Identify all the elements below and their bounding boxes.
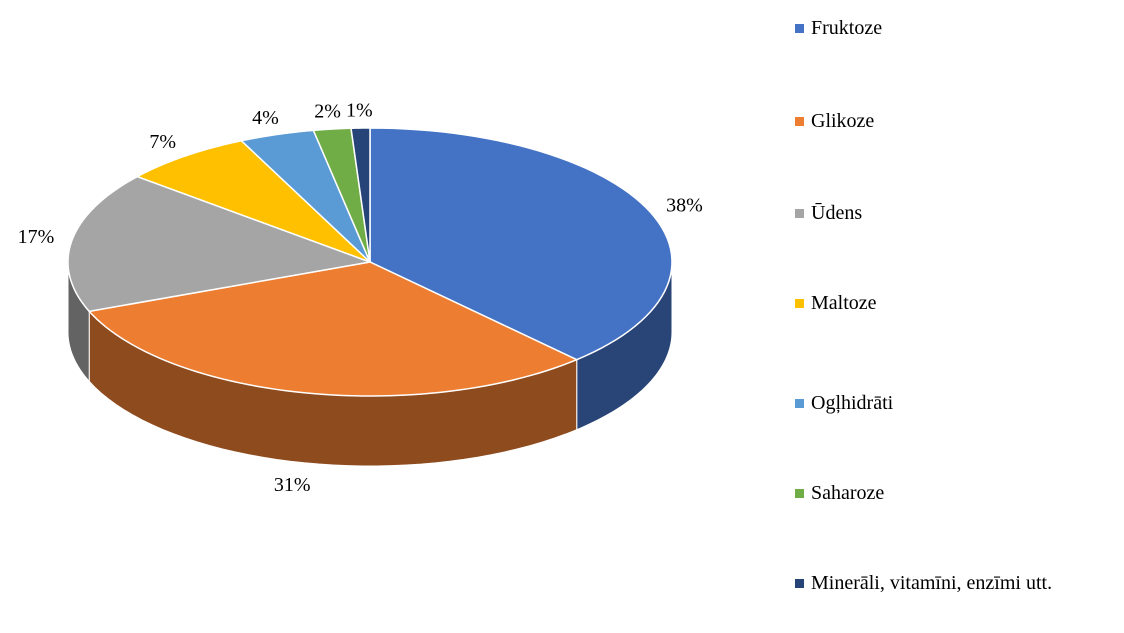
legend-item: Fruktoze bbox=[795, 16, 1116, 40]
legend-label: Ogļhidrāti bbox=[811, 392, 894, 414]
data-label: 1% bbox=[346, 100, 373, 122]
legend-label: Saharoze bbox=[811, 482, 885, 504]
slice bbox=[135, 139, 371, 263]
legend-swatch bbox=[795, 299, 804, 308]
data-label: 38% bbox=[666, 194, 703, 216]
legend-swatch bbox=[795, 579, 804, 588]
legend-item: Glikoze bbox=[795, 109, 1116, 133]
legend-label: Glikoze bbox=[811, 110, 875, 132]
slice bbox=[369, 127, 673, 361]
slice bbox=[239, 129, 371, 263]
legend-label: Ūdens bbox=[811, 202, 863, 224]
legend-swatch bbox=[795, 209, 804, 218]
legend-swatch bbox=[795, 489, 804, 498]
data-label: 17% bbox=[18, 226, 55, 248]
data-label: 7% bbox=[149, 131, 176, 153]
legend-swatch bbox=[795, 399, 804, 408]
legend-item: Minerāli, vitamīni, enzīmi utt. bbox=[795, 571, 1116, 595]
legend-item: Ūdens bbox=[795, 201, 1116, 225]
legend-swatch bbox=[795, 117, 804, 126]
legend-label: Minerāli, vitamīni, enzīmi utt. bbox=[811, 572, 1053, 594]
slice bbox=[350, 127, 371, 263]
data-label: 31% bbox=[274, 474, 311, 496]
legend-label: Fruktoze bbox=[811, 17, 883, 39]
legend-item: Ogļhidrāti bbox=[795, 391, 1116, 415]
slice bbox=[312, 127, 371, 263]
data-label: 4% bbox=[252, 107, 279, 129]
legend-item: Maltoze bbox=[795, 291, 1116, 315]
data-label: 2% bbox=[314, 101, 341, 123]
slice bbox=[87, 261, 579, 397]
legend-label: Maltoze bbox=[811, 292, 877, 314]
legend-item: Saharoze bbox=[795, 481, 1116, 505]
legend-swatch bbox=[795, 24, 804, 33]
slice bbox=[67, 175, 373, 313]
chart: 38% 31% 17% 7% 4% 2% 1% bbox=[18, 100, 703, 496]
